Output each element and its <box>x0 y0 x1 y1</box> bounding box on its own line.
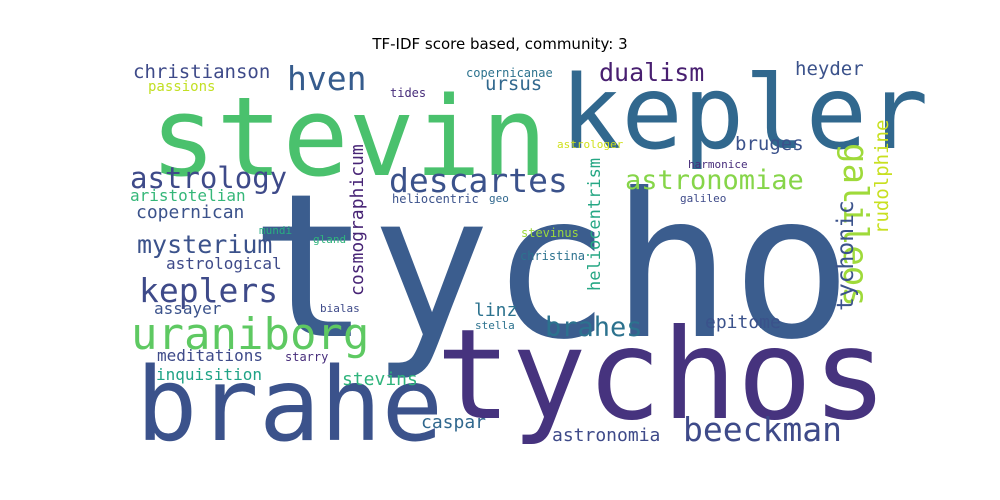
chart-title: TF-IDF score based, community: 3 <box>372 35 628 53</box>
word-inquisition: inquisition <box>156 365 262 384</box>
word-descartes: descartes <box>389 161 568 200</box>
word-stevinus: stevinus <box>521 226 579 240</box>
word-uraniborg: uraniborg <box>131 309 370 360</box>
word-astrologer: astrologer <box>557 138 624 151</box>
word-passions: passions <box>148 79 216 95</box>
word-rudolphine: rudolphine <box>871 119 893 234</box>
word-heyder: heyder <box>795 58 864 80</box>
word-stella: stella <box>475 319 515 332</box>
word-tides: tides <box>390 86 427 100</box>
word-astronomia: astronomia <box>552 425 661 446</box>
word-tycho: tycho <box>250 151 853 384</box>
word-astronomiae: astronomiae <box>625 165 804 196</box>
word-stevins: stevins <box>342 369 418 390</box>
word-cosmographicum: cosmographicum <box>347 144 368 296</box>
word-copernicanae: copernicanae <box>466 66 553 80</box>
word-galileo: galileo <box>680 192 727 205</box>
word-meditations: meditations <box>157 346 263 365</box>
word-keplers: keplers <box>139 271 279 310</box>
word-ursus: ursus <box>485 73 543 95</box>
word-geo: geo <box>489 192 509 205</box>
word-heliocentrism: heliocentrism <box>585 157 605 291</box>
word-bruges: bruges <box>735 133 804 155</box>
word-harmonice: harmonice <box>688 158 748 171</box>
word-hven: hven <box>287 59 367 98</box>
word-brahe: brahe <box>136 346 444 465</box>
word-mysterium: mysterium <box>137 230 273 259</box>
word-astrological: astrological <box>166 254 282 273</box>
word-stevin: stevin <box>150 73 548 201</box>
word-dualism: dualism <box>599 58 705 87</box>
word-astrology: astrology <box>130 161 288 195</box>
word-aristotelian: aristotelian <box>130 186 246 205</box>
word-tychos: tychos <box>436 303 888 448</box>
word-caspar: caspar <box>421 412 487 433</box>
word-gland: gland <box>313 233 347 246</box>
word-kepler: kepler <box>560 54 929 173</box>
word-christianson: christianson <box>133 61 271 83</box>
word-epitome: epitome <box>705 312 781 333</box>
word-tychonic: tychonic <box>833 200 859 311</box>
word-starry: starry <box>285 350 329 364</box>
word-heliocentric: heliocentric <box>392 192 479 206</box>
word-christina: christina <box>520 249 586 263</box>
word-beeckman: beeckman <box>683 410 842 449</box>
word-assayer: assayer <box>154 299 222 318</box>
word-mundi: mundi <box>259 224 293 237</box>
word-copernican: copernican <box>136 202 245 223</box>
word-linz: linz <box>474 300 518 321</box>
word-bialas: bialas <box>320 302 360 315</box>
word-brahes: brahes <box>545 312 643 343</box>
